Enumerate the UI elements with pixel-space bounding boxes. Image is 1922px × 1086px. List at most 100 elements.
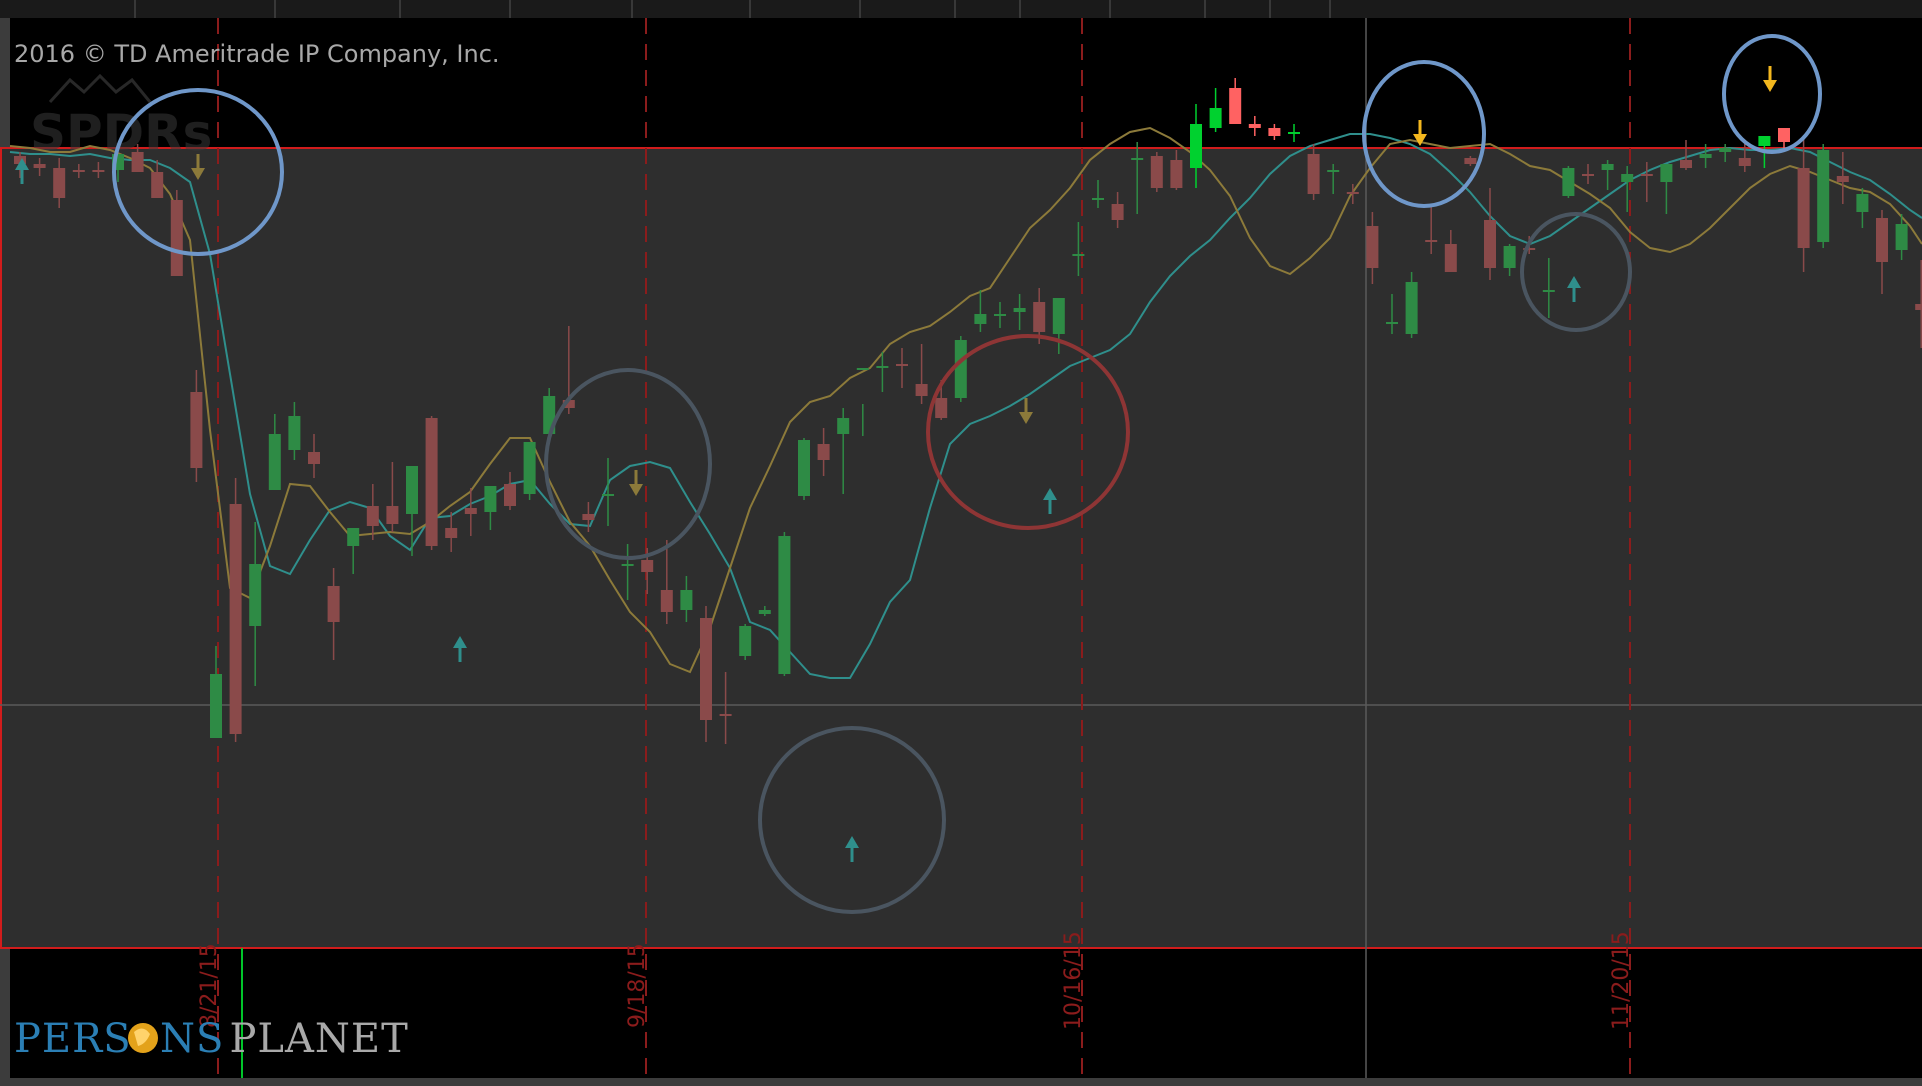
- candle: [72, 164, 85, 178]
- candle-body: [1542, 290, 1555, 292]
- candle-body: [308, 452, 320, 464]
- annotation-circle: [758, 726, 946, 914]
- fast-moving-average-line: [9, 126, 1922, 674]
- candle-body: [1621, 174, 1634, 182]
- logo-mountain-icon: [48, 73, 152, 104]
- candle-body: [523, 442, 536, 494]
- signal-arrows: [15, 66, 1777, 862]
- candle: [974, 290, 987, 332]
- candle: [602, 458, 614, 526]
- candle: [1895, 214, 1908, 260]
- candle-body: [660, 590, 673, 612]
- candle: [1601, 160, 1614, 190]
- candle-body: [562, 400, 575, 408]
- candle: [621, 544, 634, 600]
- candle: [445, 512, 458, 552]
- candle: [1386, 294, 1398, 334]
- candle: [896, 348, 908, 388]
- candle-body: [621, 564, 634, 566]
- candle-body: [1131, 158, 1144, 160]
- candle-body: [876, 366, 889, 368]
- candle: [660, 540, 673, 624]
- svg-text:NS PLANET: NS PLANET: [160, 1016, 409, 1062]
- candle: [1366, 212, 1379, 284]
- candle-body: [464, 508, 477, 514]
- candle-body: [778, 536, 791, 674]
- logo-text: SPDRs: [30, 104, 212, 162]
- candle: [739, 624, 752, 660]
- watermark-part3: PLANET: [230, 1016, 409, 1062]
- candle-body: [229, 504, 242, 734]
- buy-arrow-icon: [845, 836, 859, 862]
- annotation-circles: [112, 34, 1822, 914]
- candle-body: [1072, 254, 1085, 256]
- candlestick-series: [14, 78, 1922, 744]
- candle: [1170, 150, 1183, 190]
- candle-body: [1797, 168, 1810, 248]
- candle-body: [347, 528, 360, 546]
- candle-body: [53, 168, 66, 198]
- candle-body: [1013, 308, 1026, 312]
- candle: [1797, 138, 1810, 272]
- candle: [1640, 162, 1653, 202]
- candle-body: [14, 156, 26, 164]
- candle: [1405, 272, 1418, 338]
- copyright-text: 2016 © TD Ameritrade IP Company, Inc.: [14, 40, 500, 68]
- candle-body: [1052, 298, 1065, 334]
- candle-body: [739, 626, 752, 656]
- candle-body: [406, 466, 418, 514]
- candle-body: [1601, 164, 1614, 170]
- buy-arrow-icon: [453, 636, 467, 662]
- candle: [92, 162, 105, 178]
- candle: [1836, 152, 1849, 204]
- candle-body: [1582, 174, 1594, 176]
- candle-body: [190, 392, 203, 468]
- candle-body: [856, 368, 869, 370]
- candle-body: [1915, 304, 1922, 310]
- buy-arrow-icon: [1567, 276, 1581, 302]
- date-label: 9/18/15: [625, 943, 650, 1028]
- candle-body: [33, 164, 46, 168]
- candle-body: [1209, 108, 1222, 128]
- candle: [1817, 144, 1830, 248]
- candle-body: [1817, 150, 1830, 242]
- candle: [1072, 222, 1085, 276]
- candle: [288, 402, 301, 460]
- watermark-part2: NS: [160, 1016, 224, 1062]
- candle-body: [1425, 240, 1438, 242]
- candle-body: [700, 618, 712, 720]
- candle-body: [92, 170, 105, 172]
- candle-body: [386, 506, 399, 524]
- candle: [1111, 192, 1124, 228]
- candle: [1464, 156, 1477, 166]
- candle: [1327, 164, 1340, 194]
- candle-body: [1386, 322, 1398, 324]
- candle: [327, 568, 340, 660]
- candle: [308, 434, 320, 478]
- candle-body: [915, 384, 928, 396]
- candle-body: [680, 590, 693, 610]
- candle-body: [1366, 226, 1379, 268]
- candle: [856, 368, 869, 436]
- candle: [151, 160, 164, 198]
- candle: [758, 606, 771, 616]
- sell-arrow-icon: [1763, 66, 1777, 92]
- watermark: PERS NS PLANET: [14, 1016, 409, 1062]
- candle: [1190, 104, 1202, 188]
- candle: [700, 606, 712, 742]
- candle: [425, 416, 438, 550]
- annotation-circle: [1362, 60, 1486, 208]
- candle: [1660, 164, 1673, 214]
- candle: [1229, 78, 1242, 124]
- candle: [210, 646, 222, 738]
- date-label: 11/20/15: [1609, 931, 1634, 1030]
- candle: [170, 190, 183, 276]
- candle-body: [1150, 156, 1163, 188]
- candle: [33, 158, 46, 176]
- candle-body: [1680, 160, 1692, 168]
- candle-body: [268, 434, 281, 490]
- candle-body: [798, 440, 810, 496]
- buy-arrow-icon: [15, 158, 29, 184]
